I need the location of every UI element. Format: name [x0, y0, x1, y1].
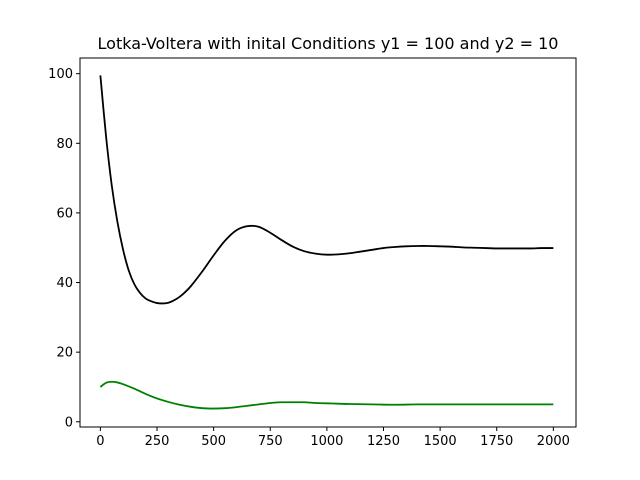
- ticks-layer: 0 250 500 750 1000 1250 1500 1750 2000 0 20 40 60 80 1…: [48, 67, 570, 449]
- x-tick-label: 0: [96, 434, 104, 449]
- chart-title: Lotka-Voltera with inital Conditions y1 …: [98, 34, 559, 53]
- x-tick-label: 500: [201, 434, 226, 449]
- x-tick-label: 2000: [537, 434, 570, 449]
- y-tick-label: 40: [56, 276, 73, 291]
- series-line-2: [99, 380, 554, 410]
- y-tick-label: 100: [48, 67, 73, 82]
- plot-frame: [79, 57, 577, 428]
- x-tick-label: 1750: [480, 434, 513, 449]
- x-tick-label: 1000: [310, 434, 343, 449]
- x-tick-label: 750: [258, 434, 283, 449]
- y-tick-label: 80: [56, 137, 73, 152]
- y-tick-label: 20: [56, 346, 73, 361]
- y-tick-label: 0: [65, 415, 73, 430]
- series-line-1: [99, 75, 554, 305]
- x-tick-label: 1500: [424, 434, 457, 449]
- x-tick-label: 250: [145, 434, 170, 449]
- x-tick-label: 1250: [367, 434, 400, 449]
- y-tick-label: 60: [56, 206, 73, 221]
- series-layer: [99, 75, 554, 410]
